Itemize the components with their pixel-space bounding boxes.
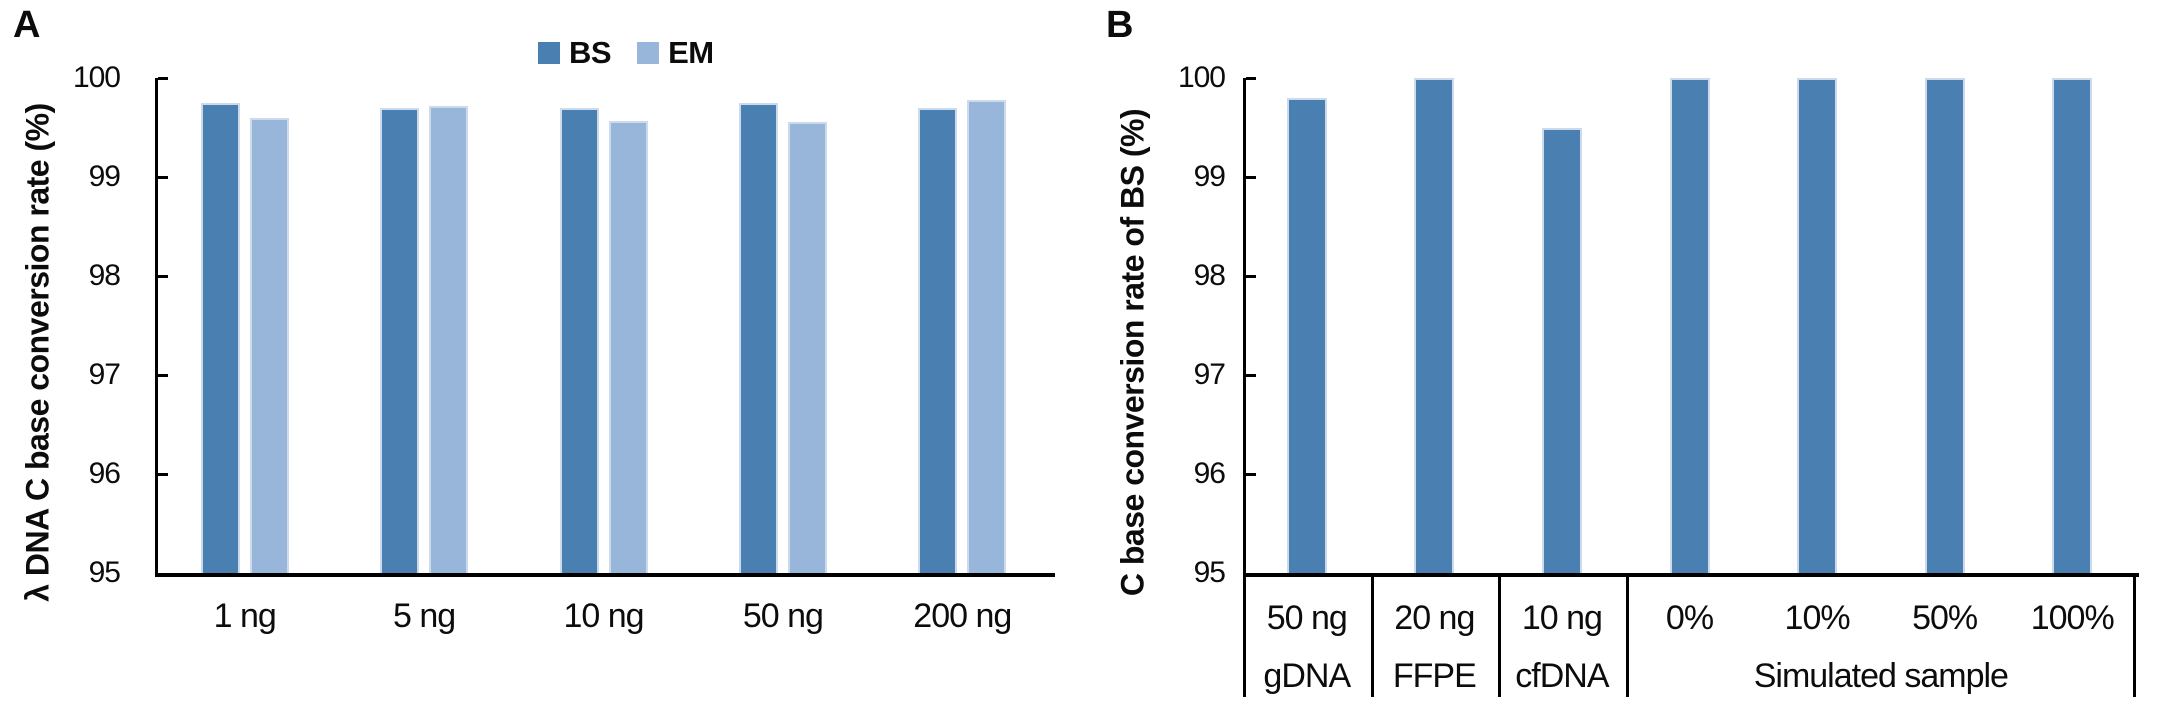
x-category-label: 5 ng — [393, 597, 456, 635]
legend-label-bs: BS — [569, 35, 612, 70]
y-axis-tick — [158, 472, 168, 476]
x-category-label: 10 ng — [1521, 599, 1603, 637]
bar-bs-50ng — [738, 102, 778, 573]
x-category-label: 50 ng — [1266, 599, 1348, 637]
y-axis-tick — [1246, 472, 1256, 476]
bar-em-10ng — [608, 120, 648, 573]
x-category-label: 100% — [2030, 599, 2115, 637]
y-tick-label: 97 — [1193, 358, 1226, 391]
y-axis-tick — [1246, 76, 1256, 80]
y-axis-tick — [158, 373, 168, 377]
category-table-rule — [1498, 573, 1502, 697]
bar-bs-20ng — [1414, 78, 1455, 573]
bar-bs-50 — [1924, 78, 1965, 573]
category-group-label: Simulated sample — [1753, 657, 2009, 695]
bar-em-200ng — [967, 99, 1007, 573]
y-tick-label: 95 — [1193, 556, 1226, 589]
legend-swatch-bs — [538, 42, 560, 64]
x-category-label: 10 ng — [563, 597, 644, 635]
y-tick-label: 97 — [88, 358, 121, 391]
y-tick-label: 100 — [1177, 61, 1226, 94]
y-axis-tick — [158, 274, 168, 278]
bar-bs-200ng — [918, 107, 958, 573]
y-tick-label: 96 — [88, 457, 121, 490]
category-group-label: cfDNA — [1515, 657, 1609, 695]
category-table-rule — [1243, 573, 1246, 697]
y-tick-label: 99 — [1193, 160, 1226, 193]
panel-a-plot-area — [155, 78, 1055, 577]
x-category-label: 0% — [1665, 599, 1714, 637]
bar-bs-50ng — [1286, 97, 1327, 573]
category-table-rule — [2133, 573, 2136, 697]
category-table-rule — [1625, 573, 1629, 697]
bar-em-5ng — [429, 105, 469, 573]
category-group-label: FFPE — [1392, 657, 1477, 695]
legend-label-em: EM — [668, 35, 714, 70]
panel-b-plot-area — [1243, 78, 2139, 577]
y-axis-tick — [158, 76, 168, 80]
y-tick-label: 96 — [1193, 457, 1226, 490]
legend: BS EM — [538, 35, 740, 70]
bar-bs-10ng — [1541, 127, 1582, 573]
x-category-label: 50 ng — [742, 597, 824, 635]
y-tick-label: 95 — [88, 556, 121, 589]
y-tick-label: 98 — [1193, 259, 1226, 292]
x-category-label: 20 ng — [1394, 599, 1475, 637]
y-axis-tick — [1246, 274, 1256, 278]
category-table-rule — [1370, 573, 1374, 697]
bar-bs-100 — [2052, 78, 2093, 573]
bar-bs-1ng — [200, 102, 240, 573]
y-axis-tick — [1246, 175, 1256, 179]
y-axis-tick — [1246, 373, 1256, 377]
legend-swatch-em — [637, 42, 660, 64]
panel-a-label: A — [13, 4, 40, 46]
x-category-label: 200 ng — [913, 597, 1012, 635]
bar-bs-0 — [1669, 78, 1710, 573]
bar-bs-5ng — [380, 107, 420, 573]
x-category-label: 10% — [1784, 599, 1851, 637]
bar-bs-10ng — [559, 107, 599, 573]
y-tick-label: 100 — [72, 61, 121, 94]
y-tick-label: 99 — [88, 160, 121, 193]
bar-bs-10 — [1797, 78, 1838, 573]
x-category-label: 50% — [1912, 599, 1978, 637]
panel-b-label: B — [1106, 4, 1133, 46]
bar-em-50ng — [787, 121, 827, 573]
y-axis-tick — [158, 175, 168, 179]
bar-em-1ng — [249, 117, 289, 573]
x-category-label: 1 ng — [213, 597, 277, 635]
category-group-label: gDNA — [1263, 657, 1351, 695]
y-tick-label: 98 — [88, 259, 121, 292]
